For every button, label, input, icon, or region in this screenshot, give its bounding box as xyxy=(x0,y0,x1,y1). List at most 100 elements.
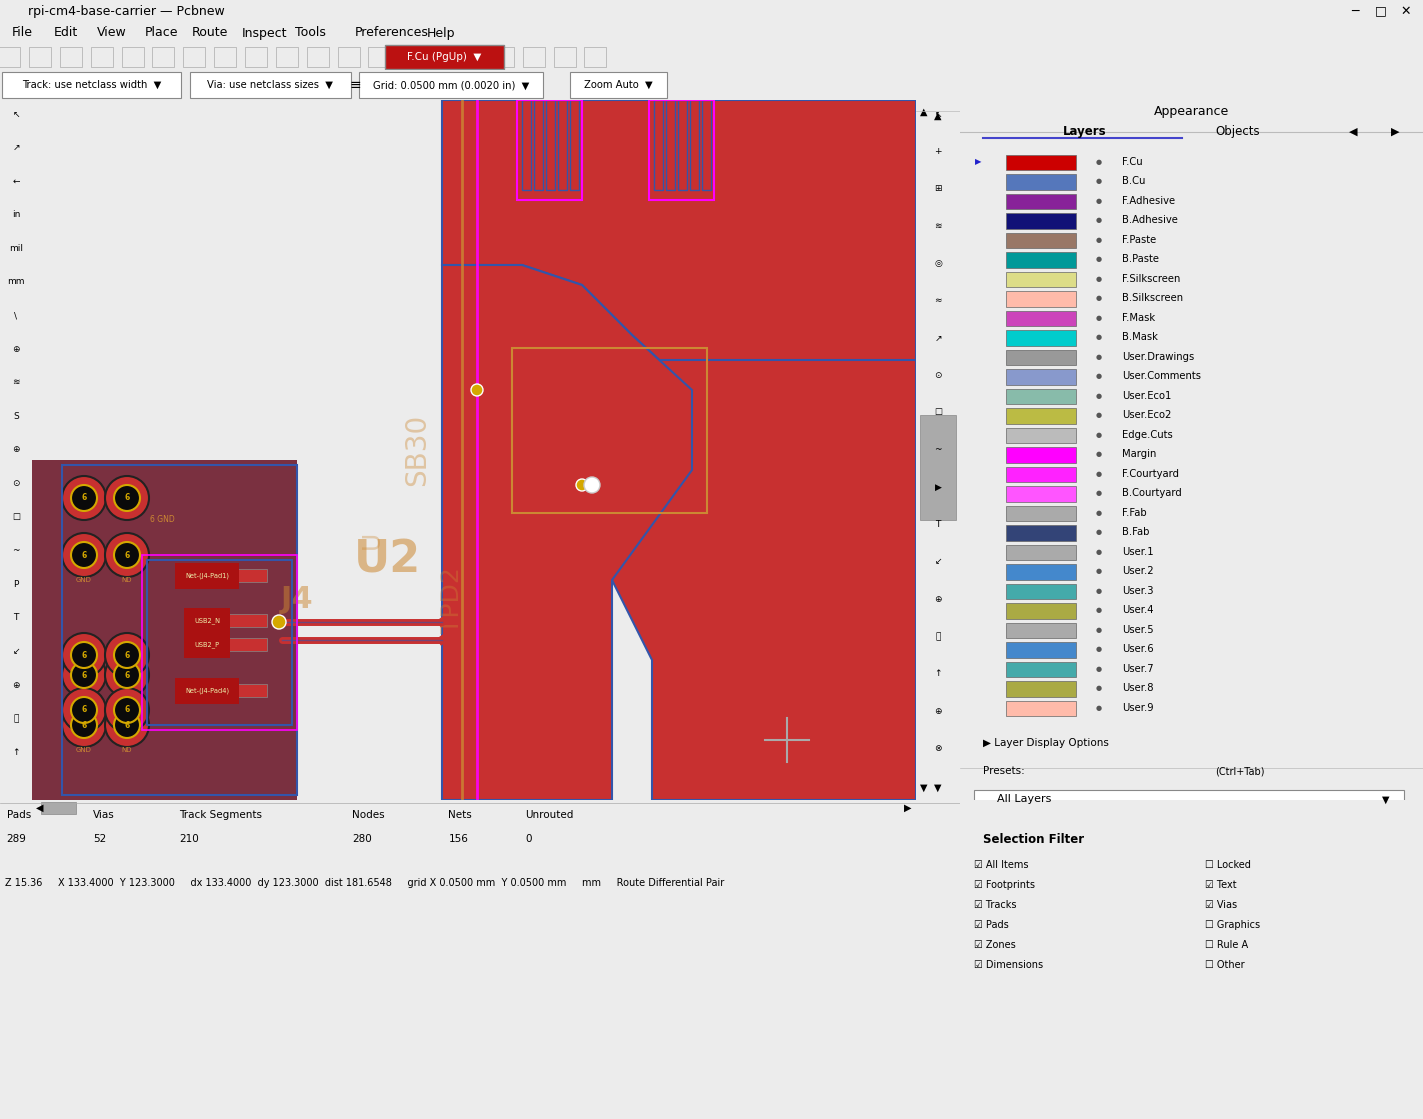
Text: ☐: ☐ xyxy=(11,513,20,521)
Text: Route: Route xyxy=(192,27,229,39)
FancyBboxPatch shape xyxy=(1006,272,1076,288)
Text: F.Cu: F.Cu xyxy=(1123,157,1143,167)
Polygon shape xyxy=(612,360,916,800)
Text: Via: use netclass sizes  ▼: Via: use netclass sizes ▼ xyxy=(208,79,333,90)
Text: ↙: ↙ xyxy=(13,647,20,656)
Circle shape xyxy=(272,615,286,629)
Text: □: □ xyxy=(1375,4,1386,18)
Text: User.5: User.5 xyxy=(1123,624,1154,634)
Text: ⊞: ⊞ xyxy=(935,185,942,194)
FancyBboxPatch shape xyxy=(1006,291,1076,307)
Text: ─: ─ xyxy=(1350,4,1359,18)
FancyBboxPatch shape xyxy=(1006,214,1076,228)
Text: ↖: ↖ xyxy=(13,110,20,119)
Circle shape xyxy=(71,697,97,723)
Circle shape xyxy=(63,703,105,747)
Text: 6: 6 xyxy=(81,650,87,659)
Text: ☑ Dimensions: ☑ Dimensions xyxy=(973,959,1043,969)
Circle shape xyxy=(105,653,149,697)
Text: User.Eco2: User.Eco2 xyxy=(1123,411,1171,421)
Bar xyxy=(655,100,663,190)
FancyBboxPatch shape xyxy=(41,801,77,815)
Text: Help: Help xyxy=(427,27,455,39)
Text: ▼: ▼ xyxy=(1382,794,1390,805)
Text: 6: 6 xyxy=(81,670,87,679)
Text: User.9: User.9 xyxy=(1123,703,1154,713)
Text: Margin: Margin xyxy=(1123,449,1157,459)
Text: ⊕: ⊕ xyxy=(13,445,20,454)
FancyBboxPatch shape xyxy=(1006,311,1076,326)
Text: 6: 6 xyxy=(124,551,129,560)
Text: ↑: ↑ xyxy=(13,747,20,756)
Text: Net-(J4-Pad1): Net-(J4-Pad1) xyxy=(185,573,229,580)
FancyBboxPatch shape xyxy=(1006,388,1076,404)
Text: Presets:: Presets: xyxy=(983,767,1025,777)
Text: ●: ● xyxy=(1096,393,1101,398)
Bar xyxy=(228,684,268,697)
Text: Selection Filter: Selection Filter xyxy=(983,833,1084,846)
Text: Vias: Vias xyxy=(92,810,115,820)
Bar xyxy=(690,100,699,190)
Text: ☐ Locked: ☐ Locked xyxy=(1205,859,1251,869)
Text: S: S xyxy=(13,412,18,421)
Text: ↙: ↙ xyxy=(935,557,942,566)
Text: USB2_N: USB2_N xyxy=(194,618,221,624)
Text: ●: ● xyxy=(1096,256,1101,262)
Text: 🗑: 🗑 xyxy=(935,632,941,641)
Circle shape xyxy=(71,542,97,568)
FancyBboxPatch shape xyxy=(1006,467,1076,482)
Text: ✕: ✕ xyxy=(1400,4,1412,18)
Text: Pads: Pads xyxy=(7,810,31,820)
Circle shape xyxy=(105,476,149,520)
Text: P: P xyxy=(13,580,18,589)
Circle shape xyxy=(105,703,149,747)
Text: mm: mm xyxy=(7,278,24,286)
Text: 6: 6 xyxy=(124,705,129,715)
FancyBboxPatch shape xyxy=(1,73,181,97)
Text: ◎: ◎ xyxy=(933,258,942,267)
Text: Nodes: Nodes xyxy=(353,810,386,820)
FancyBboxPatch shape xyxy=(1006,623,1076,638)
Text: ←: ← xyxy=(13,177,20,186)
Circle shape xyxy=(63,476,105,520)
Text: ●: ● xyxy=(1096,275,1101,282)
Text: ●: ● xyxy=(1096,647,1101,652)
Text: 6 GND: 6 GND xyxy=(149,516,175,525)
Circle shape xyxy=(105,688,149,732)
Text: B.Cu: B.Cu xyxy=(1123,177,1146,186)
Polygon shape xyxy=(443,265,692,800)
Text: ●: ● xyxy=(1096,412,1101,419)
Text: Nets: Nets xyxy=(448,810,472,820)
Text: in: in xyxy=(11,210,20,219)
Text: ↗: ↗ xyxy=(935,333,942,342)
Text: 0: 0 xyxy=(525,834,532,844)
Text: ▶: ▶ xyxy=(1390,126,1399,137)
Text: ☑ Pads: ☑ Pads xyxy=(973,920,1009,930)
Text: ND: ND xyxy=(122,747,132,753)
Circle shape xyxy=(63,633,105,677)
Text: 6: 6 xyxy=(81,705,87,715)
Text: ⊕: ⊕ xyxy=(13,345,20,354)
FancyBboxPatch shape xyxy=(1006,642,1076,658)
Text: ≡: ≡ xyxy=(350,78,361,92)
Text: +: + xyxy=(935,147,942,156)
Bar xyxy=(677,100,687,190)
Text: User.Eco1: User.Eco1 xyxy=(1123,391,1171,401)
Text: ▲: ▲ xyxy=(935,111,942,121)
Text: B.Adhesive: B.Adhesive xyxy=(1123,215,1178,225)
Text: 6: 6 xyxy=(124,670,129,679)
FancyBboxPatch shape xyxy=(1006,525,1076,540)
Text: ↑: ↑ xyxy=(935,669,942,678)
Text: 6: 6 xyxy=(124,493,129,502)
Text: Z 15.36     X 133.4000  Y 123.3000     dx 133.4000  dy 123.3000  dist 181.6548  : Z 15.36 X 133.4000 Y 123.3000 dx 133.400… xyxy=(4,877,724,887)
Text: ●: ● xyxy=(1096,198,1101,204)
Text: Layers: Layers xyxy=(1063,125,1107,139)
Text: ●: ● xyxy=(1096,178,1101,185)
Text: ⊙: ⊙ xyxy=(935,370,942,379)
Text: T: T xyxy=(13,613,18,622)
Text: Edge.Cuts: Edge.Cuts xyxy=(1123,430,1173,440)
Text: 210: 210 xyxy=(179,834,199,844)
Text: ◀: ◀ xyxy=(37,803,44,814)
Text: TPD2: TPD2 xyxy=(440,567,464,633)
Text: ●: ● xyxy=(1096,608,1101,613)
